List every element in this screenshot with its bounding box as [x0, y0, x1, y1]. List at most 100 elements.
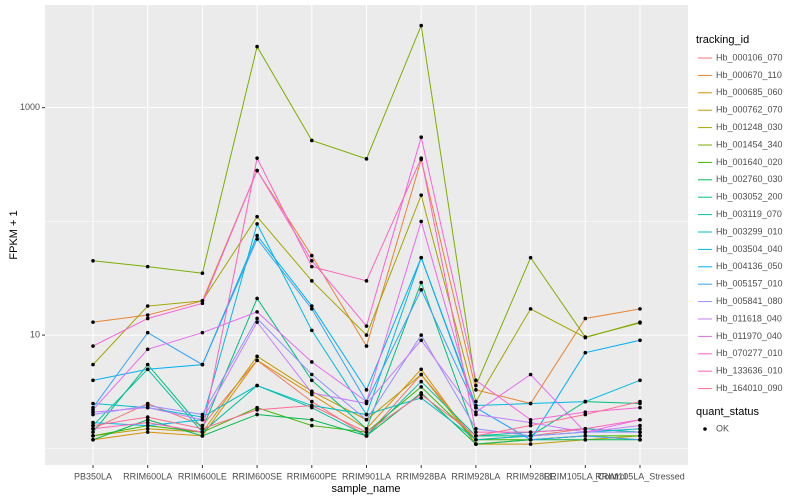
point — [419, 23, 424, 28]
point — [255, 310, 259, 314]
x-tick-label: RRIM901LA — [342, 471, 391, 481]
point — [528, 423, 533, 428]
point — [583, 335, 588, 339]
point — [255, 383, 259, 388]
legend-label: Hb_000762_070 — [716, 105, 783, 115]
point — [583, 412, 588, 417]
point — [528, 434, 533, 438]
point — [310, 328, 314, 333]
point — [91, 408, 95, 412]
point — [91, 426, 95, 431]
point — [255, 296, 259, 301]
legend-label: Hb_001248_030 — [716, 122, 783, 132]
x-tick-label: RRIM928BA — [396, 471, 446, 481]
x-tick-label: RRIM928LA — [451, 471, 500, 481]
x-tick-label: RRIM105LA_Stressed — [595, 471, 685, 481]
point — [474, 383, 478, 388]
point — [255, 237, 259, 241]
point — [255, 316, 259, 321]
point — [200, 362, 205, 367]
legend-label: Hb_133636_010 — [716, 366, 783, 376]
point — [200, 423, 205, 428]
legend-label: Hb_002760_030 — [716, 174, 783, 184]
point — [200, 330, 205, 335]
legend-label: Hb_003299_010 — [716, 226, 783, 236]
point — [255, 358, 259, 363]
point — [364, 412, 369, 417]
point — [528, 417, 533, 422]
point — [145, 420, 150, 425]
point — [638, 338, 642, 343]
y-axis-label: FPKM + 1 — [8, 210, 20, 259]
point — [638, 399, 642, 404]
point — [474, 426, 478, 431]
point — [91, 437, 95, 442]
point — [200, 417, 205, 422]
point — [145, 304, 150, 308]
legend-label: Hb_001640_020 — [716, 157, 783, 167]
point — [364, 388, 369, 392]
point — [474, 437, 478, 442]
point — [474, 410, 478, 414]
point — [200, 430, 205, 434]
point — [364, 157, 369, 161]
legend-label: Hb_005841_080 — [716, 296, 783, 306]
point — [474, 388, 478, 392]
point — [474, 442, 478, 446]
point — [145, 426, 150, 431]
point — [91, 378, 95, 383]
point — [583, 426, 588, 431]
point — [419, 280, 424, 285]
point — [528, 372, 533, 377]
legend-label: Hb_004136_050 — [716, 261, 783, 271]
point — [583, 430, 588, 434]
point — [310, 259, 314, 263]
point — [583, 316, 588, 321]
x-tick-label: RRIM600LE — [178, 471, 227, 481]
legend-label: Hb_000685_060 — [716, 87, 783, 97]
point — [638, 430, 642, 434]
point — [419, 333, 424, 337]
point — [310, 423, 314, 428]
legend-label: Hb_011970_040 — [716, 331, 782, 341]
point — [474, 378, 478, 383]
legend-label: Hb_003052_200 — [716, 192, 783, 202]
point — [200, 299, 205, 303]
point — [255, 320, 259, 324]
point — [528, 442, 533, 446]
legend-title: tracking_id — [696, 34, 749, 46]
point — [583, 437, 588, 442]
point — [310, 279, 314, 283]
point-legend-title: quant_status — [696, 406, 759, 418]
point — [145, 316, 150, 321]
point — [419, 288, 424, 292]
legend-label: Hb_001454_340 — [716, 139, 783, 149]
point — [310, 403, 314, 408]
point — [91, 259, 95, 263]
point — [638, 423, 642, 428]
point — [638, 417, 642, 422]
point — [255, 222, 259, 226]
point — [200, 412, 205, 417]
point — [638, 307, 642, 311]
point — [145, 347, 150, 352]
legend-label: Hb_003504_040 — [716, 244, 783, 254]
point — [91, 401, 95, 406]
legend-label: Hb_070277_010 — [716, 348, 783, 358]
point — [310, 253, 314, 258]
point — [419, 156, 424, 160]
point — [638, 321, 642, 325]
point — [419, 193, 424, 197]
point — [638, 378, 642, 383]
point — [255, 44, 259, 49]
point — [91, 362, 95, 367]
point — [255, 168, 259, 173]
point — [91, 434, 95, 438]
y-tick-label: 1000 — [20, 102, 40, 112]
point — [528, 430, 533, 434]
point — [145, 313, 150, 317]
legend-label: Hb_011618_040 — [716, 313, 782, 323]
legend-label: Hb_003119_070 — [716, 209, 782, 219]
point — [310, 417, 314, 422]
